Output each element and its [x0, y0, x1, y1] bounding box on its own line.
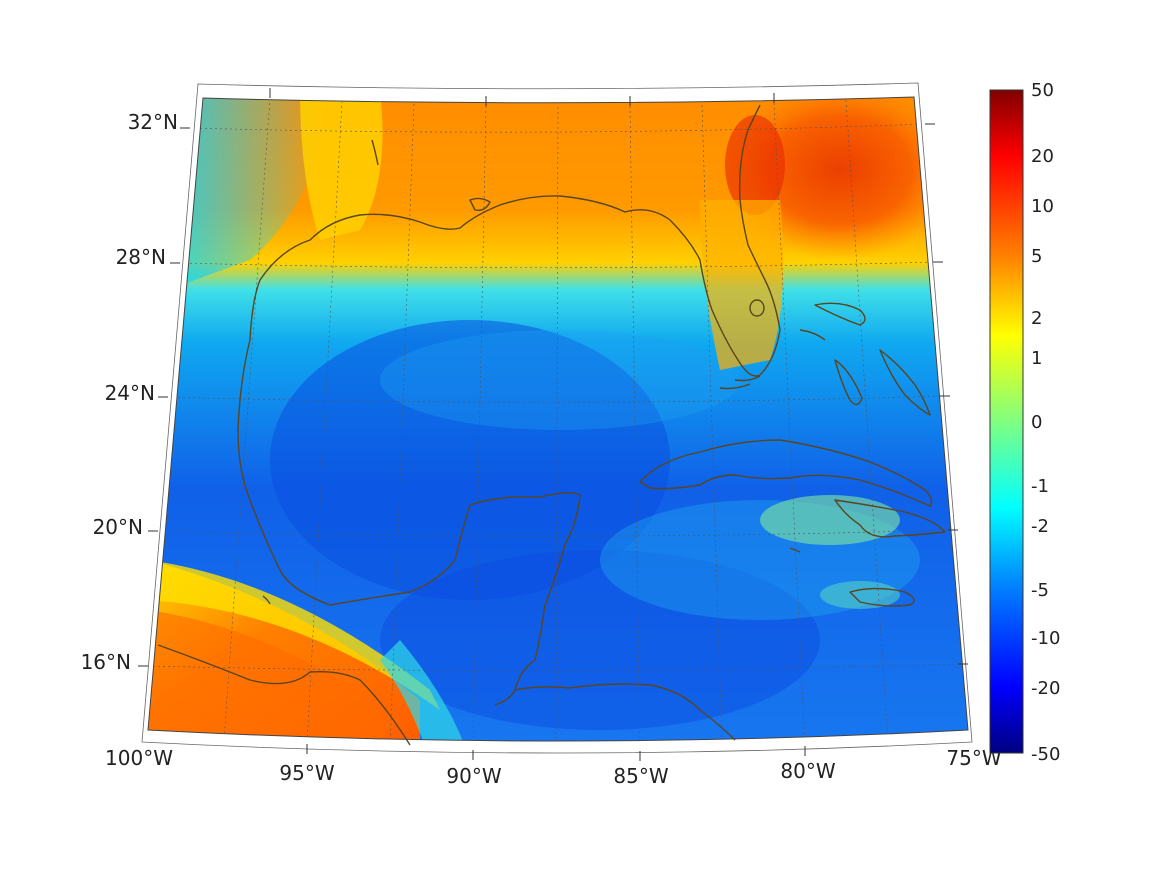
frame-ticks: [138, 88, 968, 761]
latitude-labels: 32°N 28°N 24°N 20°N 16°N: [81, 110, 178, 674]
colorbar: 50 20 10 5 2 1 0 -1 -2 -5 -10 -20 -50: [989, 80, 1060, 765]
colorbar-tick-label: 0: [1031, 412, 1042, 433]
colorbar-tick-label: 5: [1031, 246, 1042, 267]
lat-label: 24°N: [105, 381, 155, 405]
map-frame: [147, 96, 969, 742]
longitude-labels: 100°W 95°W 90°W 85°W 80°W 75°W: [105, 746, 1002, 788]
lon-label: 85°W: [613, 764, 668, 788]
lon-label: 95°W: [279, 761, 334, 785]
colorbar-tick-label: -10: [1031, 628, 1060, 649]
lon-label: 80°W: [780, 759, 835, 783]
colorbar-tick-label: -20: [1031, 678, 1060, 699]
lat-label: 20°N: [93, 515, 143, 539]
graticule: [148, 97, 959, 741]
colorbar-tick-label: 1: [1031, 348, 1042, 369]
colorbar-tick-label: -2: [1031, 516, 1049, 537]
colorbar-labels: 50 20 10 5 2 1 0 -1 -2 -5 -10 -20 -50: [1031, 80, 1060, 765]
colorbar-tick-label: -50: [1031, 744, 1060, 765]
colorbar-tick-label: 50: [1031, 80, 1054, 101]
data-field: [148, 97, 968, 741]
colorbar-tick-label: -1: [1031, 476, 1049, 497]
colorbar-tick-label: -5: [1031, 580, 1049, 601]
map-outer-frame: [141, 82, 973, 754]
lon-label: 90°W: [446, 764, 501, 788]
coastlines: [157, 104, 946, 746]
colorbar-bar: [989, 89, 1024, 754]
lat-label: 32°N: [128, 110, 178, 134]
colorbar-tick-label: 2: [1031, 308, 1042, 329]
lat-label: 16°N: [81, 650, 131, 674]
colorbar-tick-label: 20: [1031, 146, 1054, 167]
colorbar-tick-label: 10: [1031, 196, 1054, 217]
lon-label: 100°W: [105, 746, 173, 770]
lat-label: 28°N: [116, 245, 166, 269]
